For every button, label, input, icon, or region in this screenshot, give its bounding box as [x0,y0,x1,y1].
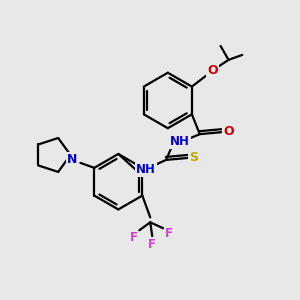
Text: NH: NH [170,135,190,148]
Text: F: F [129,231,137,244]
Text: O: O [223,125,234,138]
Text: F: F [165,227,173,240]
Text: NH: NH [136,163,156,176]
Text: O: O [207,64,218,77]
Text: S: S [189,152,198,164]
Text: F: F [148,238,156,250]
Text: N: N [67,153,78,167]
